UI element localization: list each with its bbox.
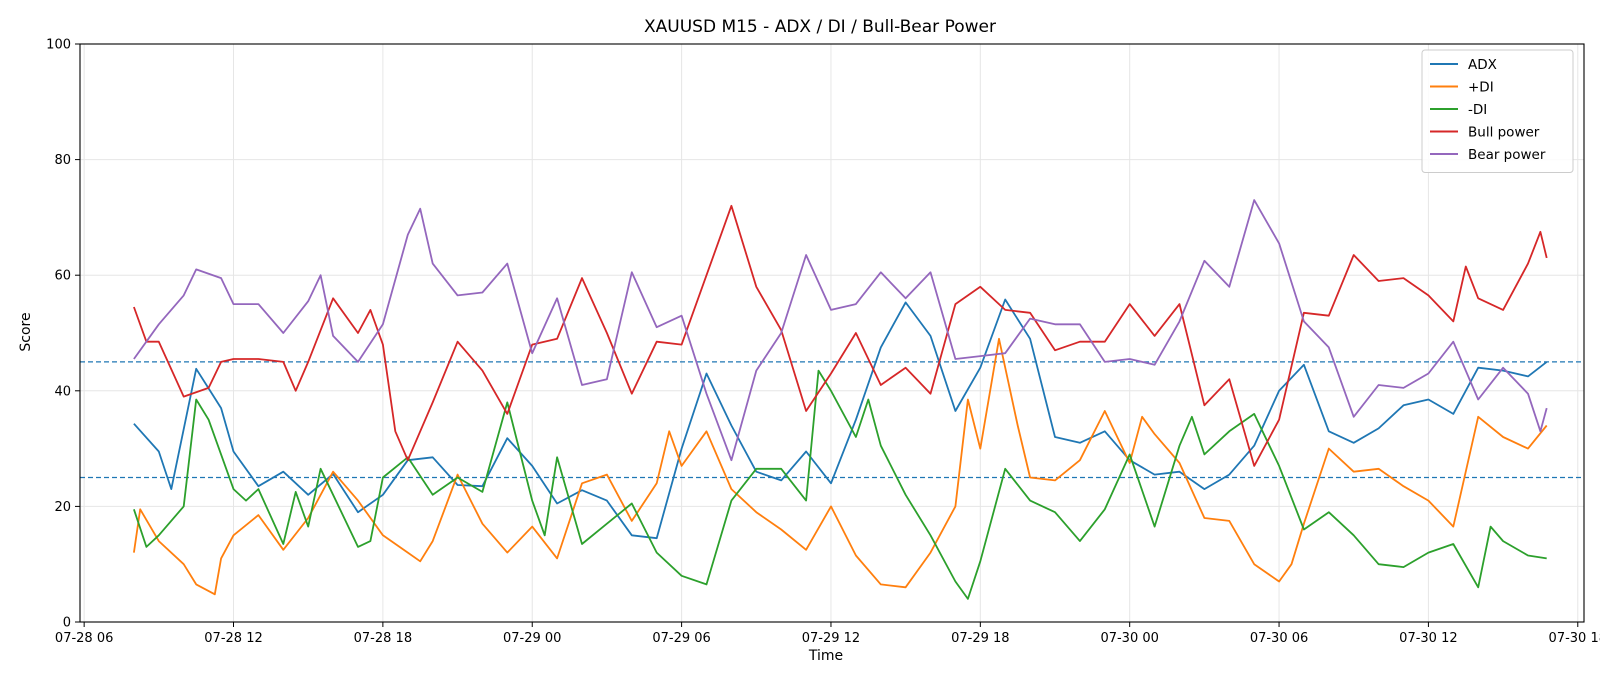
legend-label: ADX	[1468, 57, 1497, 73]
y-tick-label: 20	[54, 500, 71, 515]
x-tick-label: 07-30 00	[1100, 631, 1158, 646]
plot-area	[133, 199, 1548, 600]
x-tick-label: 07-29 00	[503, 631, 561, 646]
y-axis-label: Score	[18, 312, 34, 351]
x-axis: 07-28 06 07-28 12 07-28 18 07-29 00 07-29 06…	[55, 622, 1600, 646]
x-tick-label: 07-30 12	[1399, 631, 1457, 646]
x-axis-label: Time	[808, 648, 843, 664]
x-tick-label: 07-29 18	[951, 631, 1009, 646]
x-tick-label: 07-29 12	[802, 631, 860, 646]
series-line-di	[133, 337, 1548, 596]
y-tick-label: 80	[54, 153, 71, 168]
legend-label: +DI	[1468, 80, 1494, 96]
x-tick-label: 07-28 06	[55, 631, 113, 646]
x-tick-label: 07-29 06	[652, 631, 710, 646]
legend-box	[1421, 49, 1574, 173]
x-tick-label: 07-30 18	[1549, 631, 1600, 646]
legend-label: Bear power	[1468, 147, 1546, 163]
y-tick-label: 100	[46, 38, 71, 53]
series-line-bull-power	[133, 204, 1548, 467]
series-line-di	[133, 369, 1547, 600]
axes-frame	[79, 43, 1585, 623]
y-tick-label: 60	[54, 269, 71, 284]
legend-label: Bull power	[1468, 125, 1540, 141]
legend: ADX +DI -DI Bull power Bear power	[1421, 49, 1574, 173]
y-axis: 0 20 40 60 80 100	[46, 38, 80, 631]
chart-title: XAUUSD M15 - ADX / DI / Bull-Bear Power	[644, 17, 996, 37]
legend-label: -DI	[1468, 102, 1487, 118]
series-line-bear-power	[133, 199, 1548, 462]
series-line-adx	[133, 298, 1548, 540]
y-tick-label: 0	[63, 616, 71, 631]
x-tick-label: 07-28 12	[204, 631, 262, 646]
x-tick-label: 07-28 18	[354, 631, 412, 646]
y-tick-label: 40	[54, 384, 71, 399]
x-tick-label: 07-30 06	[1250, 631, 1308, 646]
